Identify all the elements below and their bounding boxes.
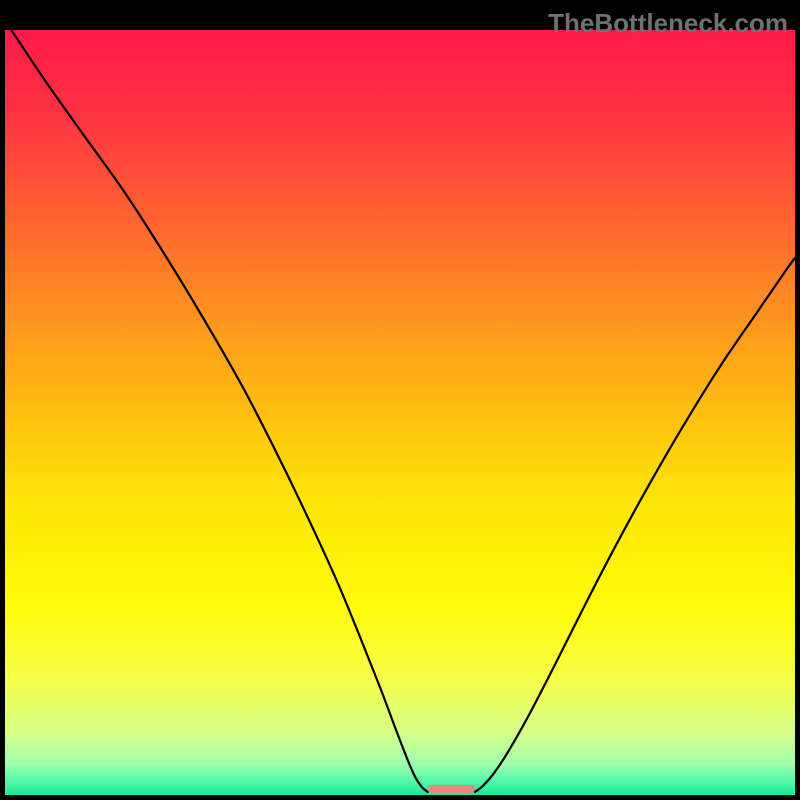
gradient-plot-area	[5, 30, 795, 795]
watermark-label: TheBottleneck.com	[548, 8, 788, 39]
bottleneck-chart	[0, 0, 800, 800]
chart-container: TheBottleneck.com	[0, 0, 800, 800]
optimal-range-marker	[428, 785, 475, 793]
